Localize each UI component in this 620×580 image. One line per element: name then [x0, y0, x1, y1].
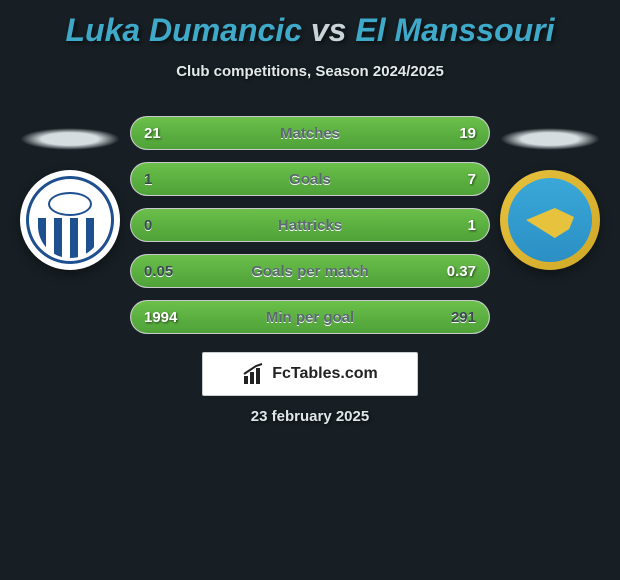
stat-row: Goals1 7	[130, 162, 490, 196]
stat-value-right: 7	[454, 162, 490, 196]
stat-row: Goals per match0.050.37	[130, 254, 490, 288]
stat-row: Min per goal1994291	[130, 300, 490, 334]
logo-text: FcTables.com	[272, 365, 378, 383]
vs-separator: vs	[311, 12, 347, 48]
badge-shadow-right	[500, 128, 600, 150]
source-logo: FcTables.com	[202, 352, 418, 396]
stat-value-right: 291	[437, 300, 490, 334]
stat-value-left: 0.05	[130, 254, 187, 288]
stat-value-left: 21	[130, 116, 175, 150]
stat-value-left: 1	[130, 162, 166, 196]
badge-left-wrap	[20, 170, 120, 270]
stat-value-right: 0.37	[433, 254, 490, 288]
stat-row: Hattricks0 1	[130, 208, 490, 242]
player1-name: Luka Dumancic	[65, 12, 302, 48]
club-badge-right	[500, 170, 600, 270]
stat-label: Goals	[130, 162, 490, 196]
stat-value-right: 19	[445, 116, 490, 150]
comparison-title: Luka Dumancic vs El Manssouri	[0, 0, 620, 49]
stat-row: Matches21 19	[130, 116, 490, 150]
club-badge-left	[20, 170, 120, 270]
stat-value-right: 1	[454, 208, 490, 242]
stat-label: Matches	[130, 116, 490, 150]
stat-value-left: 1994	[130, 300, 191, 334]
stat-label: Hattricks	[130, 208, 490, 242]
badge-right-wrap	[500, 170, 600, 270]
player2-name: El Manssouri	[355, 12, 554, 48]
bar-chart-icon	[242, 362, 266, 386]
badge-shadow-left	[20, 128, 120, 150]
stat-value-left: 0	[130, 208, 166, 242]
subtitle: Club competitions, Season 2024/2025	[0, 63, 620, 80]
stats-container: Matches2119Goals17Hattricks01Goals per m…	[130, 116, 490, 346]
date-label: 23 february 2025	[0, 408, 620, 425]
